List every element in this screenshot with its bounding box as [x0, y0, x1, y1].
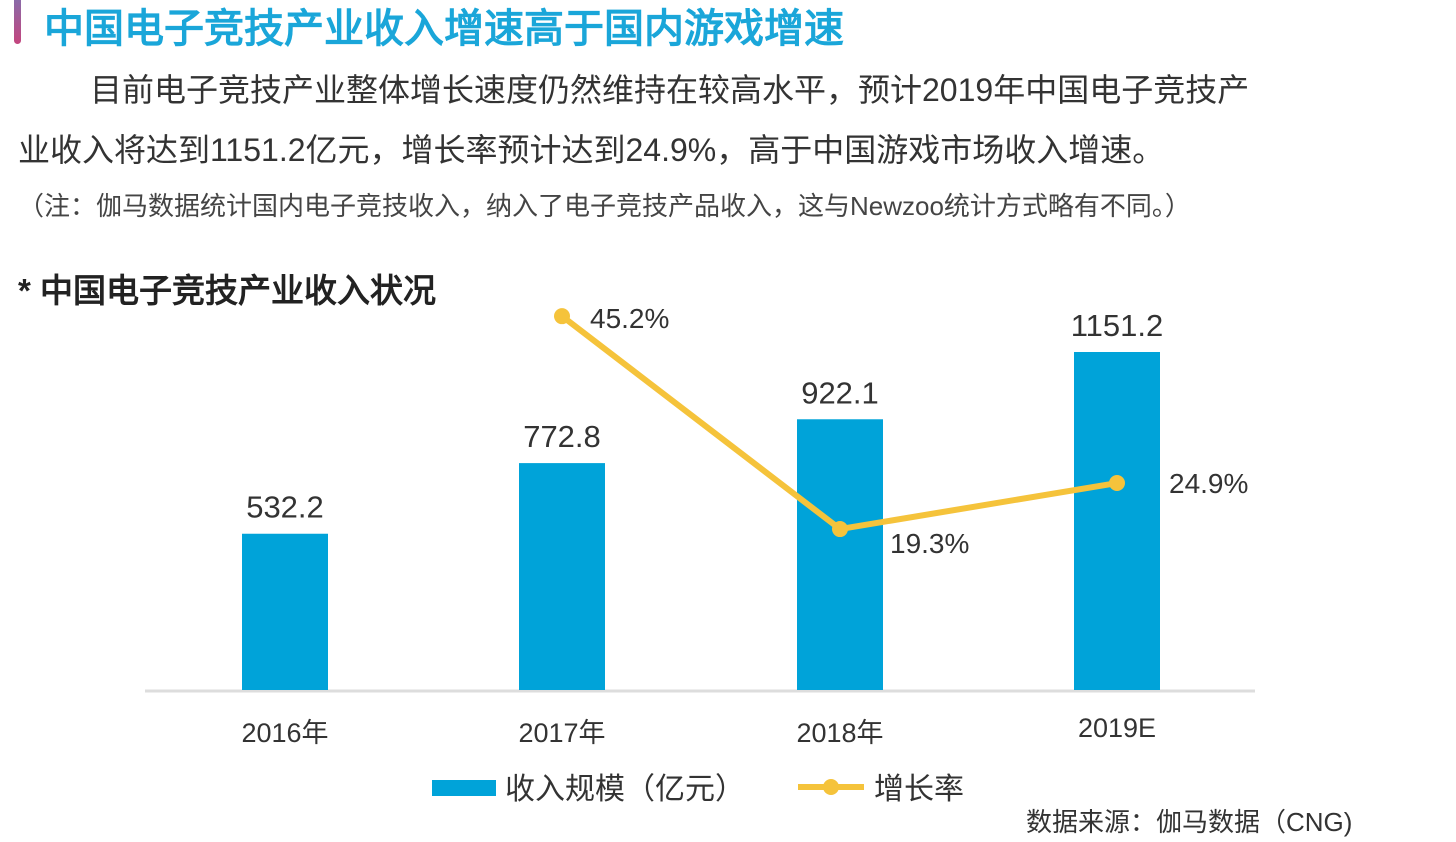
x-tick-label-3: 2019E: [1078, 713, 1156, 743]
growth-rate-label-2: 19.3%: [890, 528, 969, 559]
growth-rate-point-1: [554, 308, 570, 325]
growth-rate-point-3: [1109, 475, 1125, 492]
x-tick-label-1: 2017年: [518, 718, 605, 748]
legend-swatch-growth-point: [823, 779, 839, 795]
paragraph-line-2: 业收入将达到1151.2亿元，增长率预计达到24.9%，高于中国游戏市场收入增速…: [18, 132, 1165, 168]
bar-value-label-1: 772.8: [523, 419, 601, 454]
legend-label-growth: 增长率: [874, 773, 964, 806]
chart-title: * 中国电子竞技产业收入状况: [18, 272, 437, 309]
growth-rate-label-1: 45.2%: [590, 303, 669, 334]
paragraph-line-1: 目前电子竞技产业整体增长速度仍然维持在较高水平，预计2019年中国电子竞技产: [90, 72, 1250, 108]
bar-value-label-3: 1151.2: [1071, 308, 1164, 343]
revenue-bar-1: [519, 463, 605, 690]
growth-rate-label-3: 24.9%: [1169, 468, 1248, 499]
note-text: （注：伽马数据统计国内电子竞技收入，纳入了电子竞技产品收入，这与Newzoo统计…: [18, 191, 1191, 221]
x-tick-label-2: 2018年: [796, 718, 883, 748]
revenue-bar-3: [1074, 352, 1160, 690]
data-source: 数据来源：伽马数据（CNG): [1026, 807, 1353, 837]
legend-label-revenue: 收入规模（亿元）: [505, 773, 745, 806]
x-tick-label-0: 2016年: [241, 718, 328, 748]
revenue-bar-2: [797, 419, 883, 690]
growth-rate-point-2: [832, 521, 848, 538]
revenue-bar-0: [242, 533, 328, 690]
page-title: 中国电子竞技产业收入增速高于国内游戏增速: [44, 7, 844, 51]
title-accent-bar: [14, 0, 21, 44]
bar-value-label-2: 922.1: [801, 375, 879, 410]
legend-swatch-revenue: [432, 780, 496, 796]
bar-value-label-0: 532.2: [246, 490, 324, 525]
intro-paragraph: 目前电子竞技产业整体增长速度仍然维持在较高水平，预计2019年中国电子竞技产 业…: [18, 60, 1418, 180]
